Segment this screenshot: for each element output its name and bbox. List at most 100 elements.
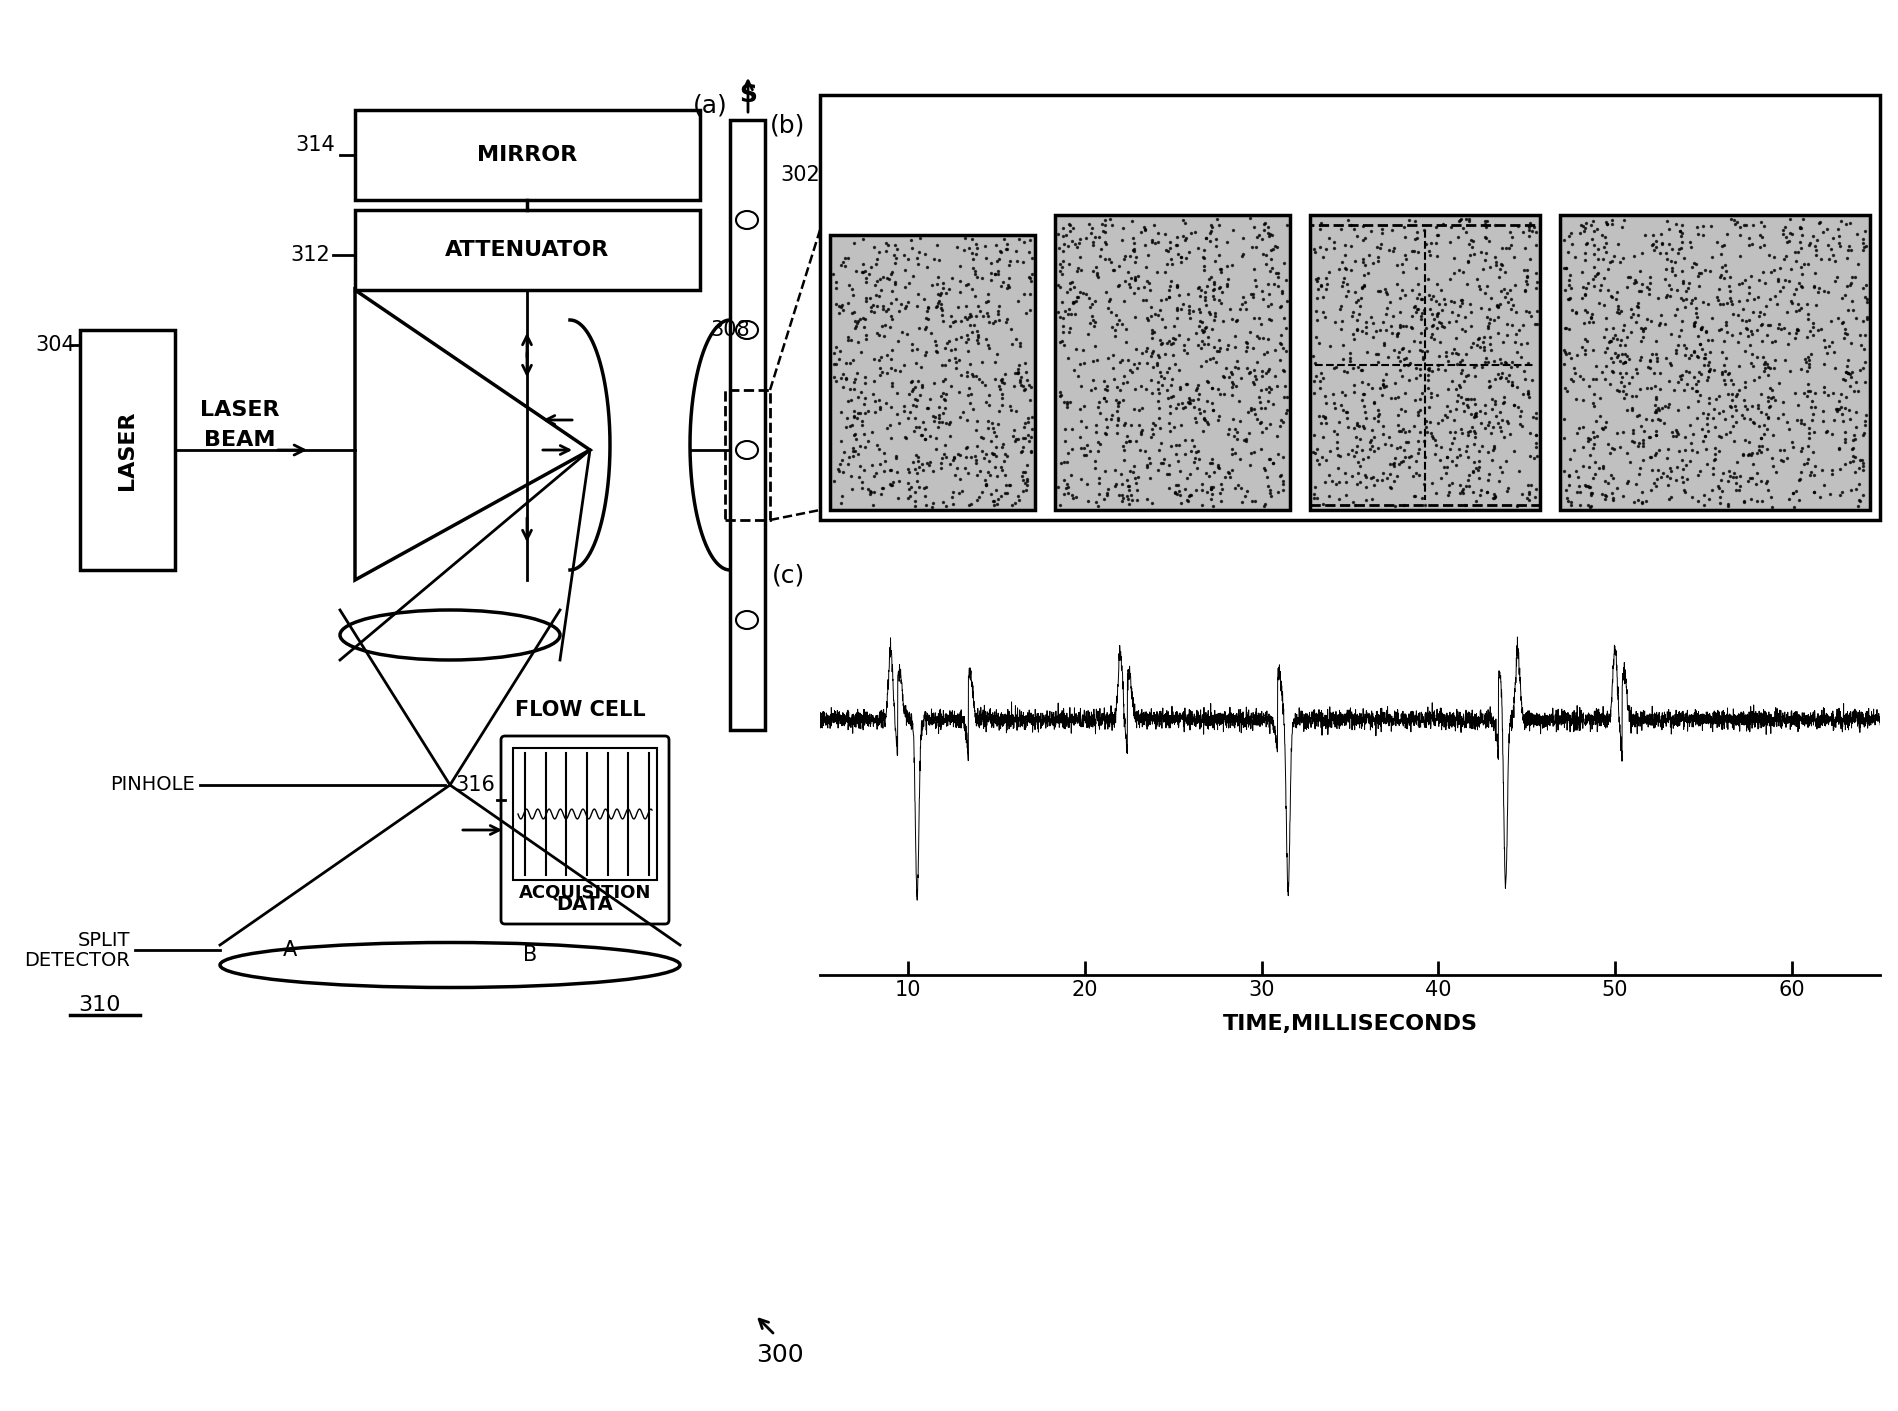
Point	[1727, 444, 1758, 467]
Point	[1553, 224, 1583, 247]
Point	[1198, 272, 1228, 295]
Point	[824, 453, 854, 476]
Point	[1044, 237, 1074, 260]
Point	[1803, 212, 1833, 234]
Point	[1788, 253, 1818, 275]
Point	[1437, 341, 1467, 364]
Point	[1486, 353, 1517, 375]
Point	[1192, 481, 1222, 504]
Point	[888, 399, 919, 422]
Point	[1708, 234, 1739, 257]
Point	[1520, 262, 1551, 285]
Point	[1828, 322, 1858, 344]
Point	[1348, 229, 1378, 251]
Point	[1704, 292, 1735, 315]
Point	[1059, 303, 1089, 326]
Point	[1566, 261, 1596, 284]
Point	[1015, 426, 1046, 449]
Point	[1439, 409, 1469, 432]
Point	[1471, 210, 1501, 233]
Point	[1610, 350, 1640, 373]
Point	[1473, 413, 1503, 436]
Point	[1156, 247, 1186, 270]
Point	[926, 277, 957, 299]
Point	[1742, 415, 1773, 437]
Point	[1596, 483, 1627, 505]
Point	[1169, 477, 1200, 499]
Point	[977, 416, 1008, 439]
Point	[1828, 428, 1858, 450]
Point	[1746, 261, 1777, 284]
Point	[1182, 333, 1213, 356]
Point	[989, 464, 1019, 487]
Point	[1340, 412, 1370, 435]
Point	[1112, 468, 1143, 491]
Point	[1714, 395, 1744, 418]
Point	[991, 237, 1021, 260]
Point	[1272, 399, 1302, 422]
Point	[1684, 275, 1714, 298]
Point	[1833, 363, 1864, 385]
Point	[1201, 351, 1232, 374]
Point	[1061, 260, 1091, 282]
Point	[1004, 332, 1034, 354]
Point	[1837, 450, 1868, 473]
Point	[1589, 236, 1619, 258]
Point	[1162, 275, 1192, 298]
Point	[1718, 213, 1748, 236]
Point	[1006, 365, 1036, 388]
Point	[1408, 446, 1439, 468]
Point	[1332, 415, 1363, 437]
Point	[1704, 468, 1735, 491]
Point	[1255, 260, 1285, 282]
Point	[1465, 435, 1496, 457]
Point	[1198, 285, 1228, 308]
Point	[1835, 332, 1866, 354]
Point	[1086, 237, 1116, 260]
Point	[1004, 440, 1034, 463]
Point	[917, 460, 947, 483]
Point	[1141, 261, 1171, 284]
Point	[1154, 333, 1184, 356]
Point	[1693, 358, 1723, 381]
Point	[1393, 446, 1424, 468]
Point	[964, 460, 995, 483]
Point	[1196, 377, 1226, 399]
Point	[1496, 313, 1526, 336]
Point	[1182, 377, 1213, 399]
Point	[1479, 246, 1509, 268]
Point	[1194, 347, 1224, 370]
Point	[1002, 291, 1033, 313]
Point	[1570, 217, 1600, 240]
Point	[850, 271, 881, 293]
Point	[1750, 471, 1780, 494]
Point	[1416, 425, 1446, 447]
Point	[1076, 231, 1107, 254]
Point	[1769, 216, 1799, 238]
Point	[1589, 267, 1619, 289]
Point	[1268, 385, 1298, 408]
Point	[972, 302, 1002, 325]
Point	[1845, 449, 1875, 471]
Point	[1577, 220, 1608, 243]
Point	[839, 399, 869, 422]
Point	[837, 405, 867, 428]
Point	[1756, 387, 1786, 409]
Point	[845, 456, 875, 478]
Point	[1463, 456, 1494, 478]
Point	[1300, 365, 1330, 388]
Point	[996, 494, 1027, 516]
Point	[1665, 364, 1695, 387]
Point	[841, 315, 871, 337]
Point	[1665, 449, 1695, 471]
Point	[1452, 207, 1482, 230]
Point	[1048, 224, 1078, 247]
Point	[1008, 480, 1038, 502]
Point	[1737, 453, 1767, 476]
Point	[1420, 231, 1450, 254]
Point	[1112, 425, 1143, 447]
Point	[1452, 468, 1482, 491]
Point	[1847, 454, 1877, 477]
Point	[1368, 375, 1399, 398]
Point	[860, 274, 890, 296]
